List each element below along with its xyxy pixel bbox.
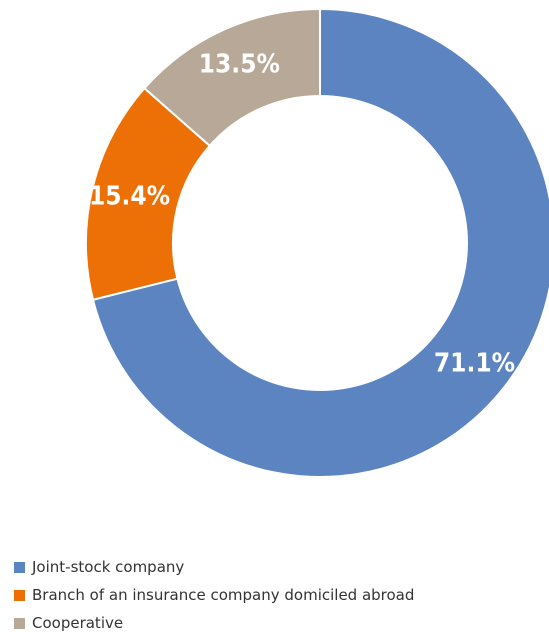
chart-legend: Joint-stock company Branch of an insuran… xyxy=(14,553,544,637)
data-label-cooperative: 13.5% xyxy=(199,49,280,79)
data-label-branch-abroad: 15.4% xyxy=(89,182,170,212)
legend-item-cooperative: Cooperative xyxy=(14,609,544,637)
legend-swatch xyxy=(14,617,25,629)
legend-label: Cooperative xyxy=(32,614,124,632)
data-label-joint-stock-company: 71.1% xyxy=(434,349,515,379)
legend-label: Branch of an insurance company domiciled… xyxy=(32,586,415,604)
slice-cooperative xyxy=(143,7,321,148)
legend-swatch xyxy=(14,561,25,573)
legend-label: Joint-stock company xyxy=(32,558,185,576)
legend-item-joint-stock-company: Joint-stock company xyxy=(14,553,544,581)
legend-item-branch-abroad: Branch of an insurance company domiciled… xyxy=(14,581,544,609)
donut-chart: 71.1% 15.4% 13.5% xyxy=(85,7,549,478)
slice-joint-stock-company xyxy=(91,7,549,478)
legend-swatch xyxy=(14,589,25,601)
